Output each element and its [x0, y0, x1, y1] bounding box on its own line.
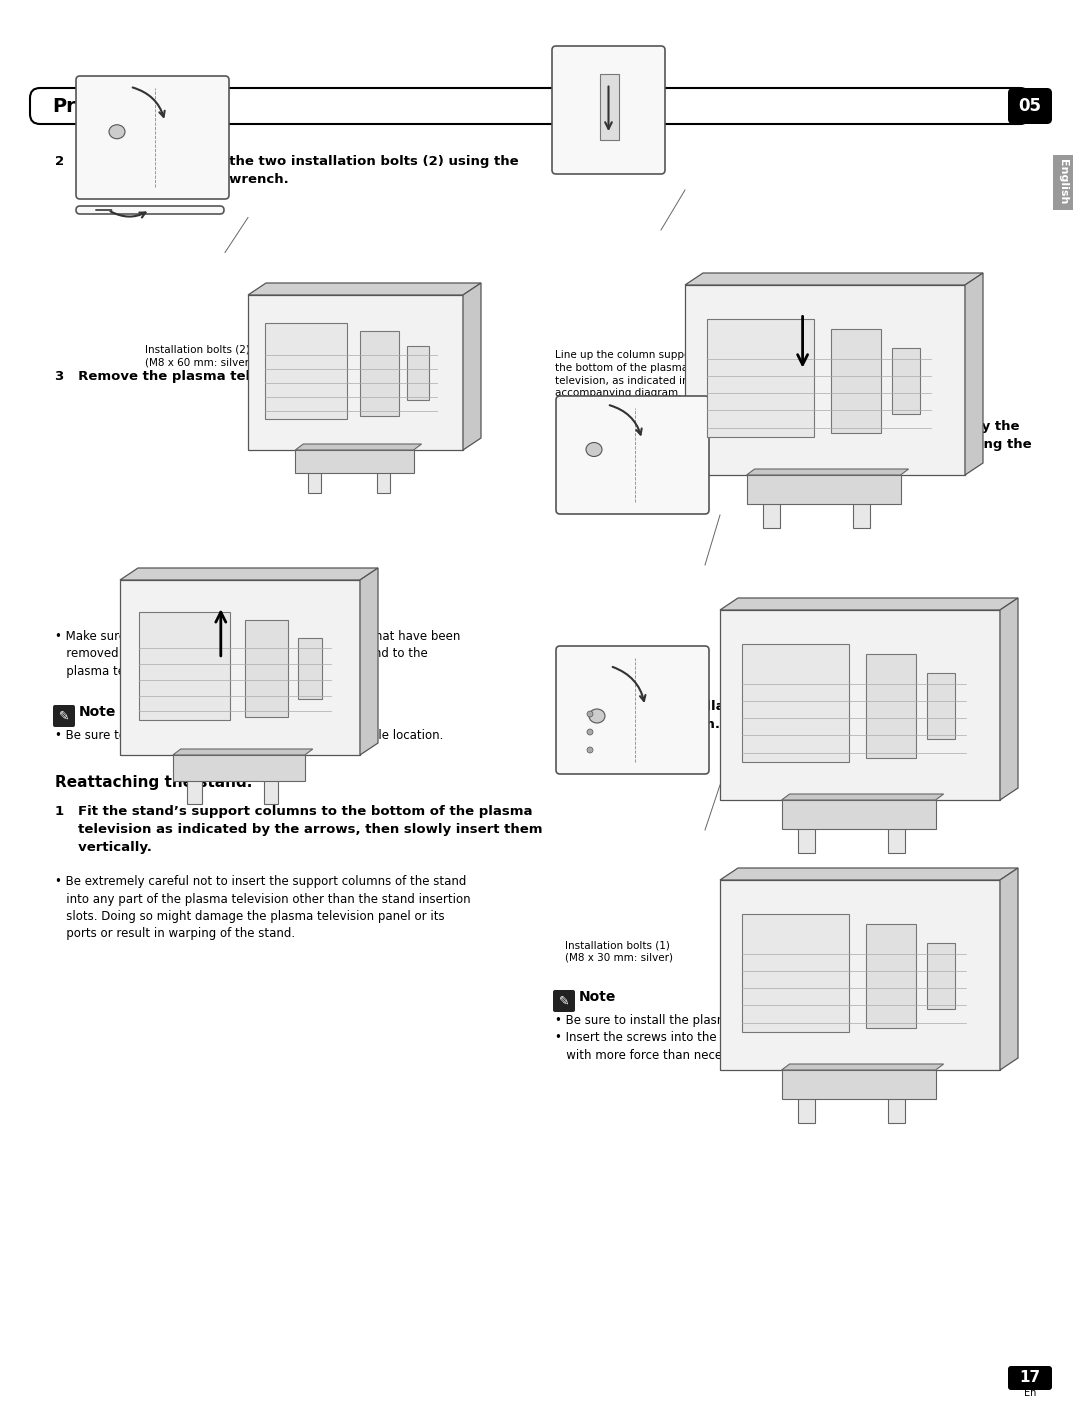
Text: 2   Attach the plasma television at the points indicated by the
     arrows and : 2 Attach the plasma television at the po…	[555, 421, 1031, 469]
Bar	[928, 673, 955, 739]
Bar	[720, 611, 1000, 801]
Bar	[865, 654, 916, 758]
Text: 3   Remove the plasma television from the stand.: 3 Remove the plasma television from the …	[55, 370, 424, 383]
Bar	[853, 476, 869, 528]
FancyBboxPatch shape	[30, 89, 1030, 124]
FancyBboxPatch shape	[556, 395, 708, 514]
Circle shape	[588, 711, 593, 718]
Text: • Be extremely careful not to insert the support columns of the stand
   into an: • Be extremely careful not to insert the…	[55, 875, 471, 940]
Polygon shape	[1000, 598, 1018, 801]
Text: ✎: ✎	[58, 709, 69, 723]
Text: 3   Tighten the installation bolts (1) firmly using the supplied
     hexagonal : 3 Tighten the installation bolts (1) fir…	[555, 701, 1014, 732]
Bar	[782, 801, 935, 829]
Bar	[120, 580, 360, 756]
Bar	[798, 801, 815, 853]
Bar	[266, 322, 347, 419]
Polygon shape	[720, 598, 1018, 611]
Polygon shape	[173, 749, 313, 756]
Text: Reattaching the stand.: Reattaching the stand.	[55, 775, 253, 789]
Bar	[187, 756, 202, 803]
Bar	[264, 756, 279, 803]
Bar	[1053, 155, 1074, 210]
Text: • Make sure to keep the installation bolts (1) and (2) that have been
   removed: • Make sure to keep the installation bol…	[55, 630, 460, 678]
FancyBboxPatch shape	[556, 646, 708, 774]
Bar	[798, 1069, 815, 1123]
Text: • Be sure to install the plasma television in a flat, stable location.: • Be sure to install the plasma televisi…	[55, 729, 444, 741]
Bar	[865, 924, 916, 1029]
Ellipse shape	[589, 709, 605, 723]
Text: 05: 05	[1018, 97, 1041, 115]
Text: English: English	[1058, 159, 1068, 204]
Text: Note: Note	[579, 991, 617, 1005]
Bar	[295, 450, 414, 473]
Circle shape	[588, 747, 593, 753]
FancyBboxPatch shape	[553, 991, 575, 1012]
Text: Note: Note	[79, 705, 117, 719]
Bar	[892, 348, 920, 414]
Text: 17: 17	[1020, 1370, 1040, 1386]
Bar	[173, 756, 305, 781]
Text: ✎: ✎	[558, 995, 569, 1007]
Bar	[720, 879, 1000, 1069]
Bar	[707, 319, 814, 438]
FancyBboxPatch shape	[1008, 1366, 1052, 1390]
Bar	[742, 915, 849, 1031]
Polygon shape	[360, 568, 378, 756]
Polygon shape	[1000, 868, 1018, 1069]
Polygon shape	[746, 469, 908, 476]
Bar	[600, 75, 619, 141]
Text: En: En	[1024, 1387, 1036, 1399]
Text: Installation bolts (1)
(M8 x 30 mm: silver): Installation bolts (1) (M8 x 30 mm: silv…	[565, 940, 673, 962]
Bar	[377, 450, 390, 494]
Bar	[360, 331, 399, 416]
Circle shape	[588, 729, 593, 734]
FancyBboxPatch shape	[1008, 89, 1052, 124]
Polygon shape	[966, 273, 983, 476]
Polygon shape	[782, 1064, 944, 1069]
Polygon shape	[295, 445, 421, 450]
Bar	[298, 637, 322, 699]
Polygon shape	[463, 283, 481, 450]
Text: • Be sure to install the plasma television in a flat, stable location.
• Insert : • Be sure to install the plasma televisi…	[555, 1014, 959, 1062]
Bar	[888, 801, 905, 853]
Polygon shape	[120, 568, 378, 580]
FancyBboxPatch shape	[76, 76, 229, 198]
FancyBboxPatch shape	[76, 205, 224, 214]
Polygon shape	[720, 868, 1018, 879]
Bar	[831, 329, 881, 433]
Polygon shape	[685, 273, 983, 286]
Text: 1   Fit the stand’s support columns to the bottom of the plasma
     television : 1 Fit the stand’s support columns to the…	[55, 805, 542, 854]
Bar	[685, 286, 966, 476]
Text: 2   Loosen and remove the two installation bolts (2) using the
     supplied hex: 2 Loosen and remove the two installation…	[55, 155, 518, 186]
Bar	[139, 612, 230, 720]
Bar	[928, 943, 955, 1009]
Bar	[888, 1069, 905, 1123]
Text: Preparation: Preparation	[52, 97, 183, 115]
Bar	[746, 476, 901, 504]
Bar	[407, 346, 429, 401]
Ellipse shape	[586, 442, 602, 456]
Bar	[742, 644, 849, 763]
Bar	[248, 295, 463, 450]
Text: Line up the column supports with
the bottom of the plasma
television, as indicat: Line up the column supports with the bot…	[555, 350, 730, 398]
Bar	[308, 450, 321, 494]
Bar	[764, 476, 780, 528]
Text: Installation bolts (2)
(M8 x 60 mm: silver): Installation bolts (2) (M8 x 60 mm: silv…	[565, 650, 673, 673]
Polygon shape	[248, 283, 481, 295]
Bar	[782, 1069, 935, 1099]
Bar	[245, 620, 288, 716]
Text: Installation bolts (2)
(M8 x 60 mm: silver): Installation bolts (2) (M8 x 60 mm: silv…	[145, 345, 253, 367]
Polygon shape	[782, 794, 944, 801]
FancyBboxPatch shape	[53, 705, 75, 727]
FancyBboxPatch shape	[552, 46, 665, 174]
Ellipse shape	[109, 125, 125, 139]
